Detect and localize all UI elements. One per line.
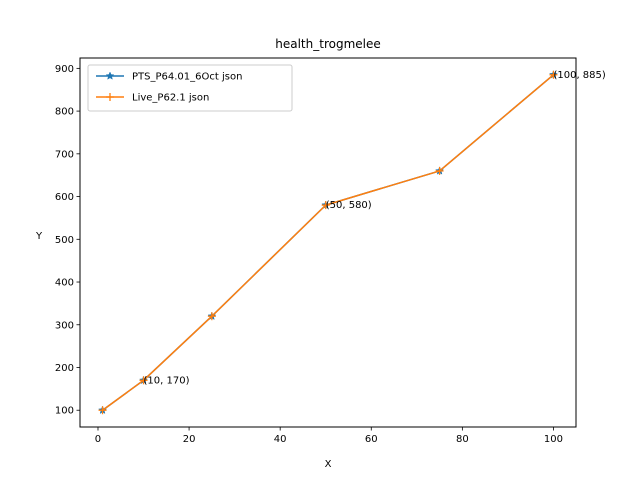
series-1-point xyxy=(435,166,444,175)
data-annotation: (100, 885) xyxy=(553,70,605,81)
plot-frame xyxy=(79,57,577,428)
x-tick-label: 20 xyxy=(183,434,196,445)
y-tick-label: 300 xyxy=(55,320,74,331)
x-tick-label: 60 xyxy=(365,434,378,445)
legend-marker-0 xyxy=(105,71,115,80)
y-tick-label: 600 xyxy=(55,192,74,203)
series-line-1 xyxy=(102,74,554,411)
y-tick-label: 700 xyxy=(55,149,74,160)
plot-area: 0 20 40 60 80 100 100 200 300 400 500 600 700 800 900 (… xyxy=(55,57,606,445)
series-1-point xyxy=(549,70,558,79)
legend-marker-1 xyxy=(106,93,114,101)
x-tick-label: 0 xyxy=(95,434,101,445)
y-tick-label: 200 xyxy=(55,363,74,374)
x-tick-label: 80 xyxy=(456,434,469,445)
y-tick-label: 800 xyxy=(55,107,74,118)
data-annotation: (10, 170) xyxy=(144,375,190,386)
y-tick-label: 500 xyxy=(55,235,74,246)
y-tick-label: 100 xyxy=(55,406,74,417)
y-tick-label: 400 xyxy=(55,278,74,289)
series-1-point xyxy=(207,312,216,321)
x-tick-label: 40 xyxy=(274,434,287,445)
legend-label-1: Live_P62.1 json xyxy=(132,93,209,104)
series-1-point xyxy=(98,406,107,415)
legend-label-0: PTS_P64.01_6Oct json xyxy=(132,72,242,83)
y-tick-label: 900 xyxy=(55,64,74,75)
legend-box xyxy=(87,64,293,112)
y-axis-label: Y xyxy=(35,231,43,242)
legend: PTS_P64.01_6Oct json Live_P62.1 json xyxy=(87,64,293,112)
data-annotation: (50, 580) xyxy=(326,200,372,211)
x-axis-label: X xyxy=(325,459,332,470)
series-1-point xyxy=(321,201,330,210)
x-tick-label: 100 xyxy=(544,434,563,445)
chart-title: health_trogmelee xyxy=(275,37,381,51)
series-1-point xyxy=(139,376,148,385)
